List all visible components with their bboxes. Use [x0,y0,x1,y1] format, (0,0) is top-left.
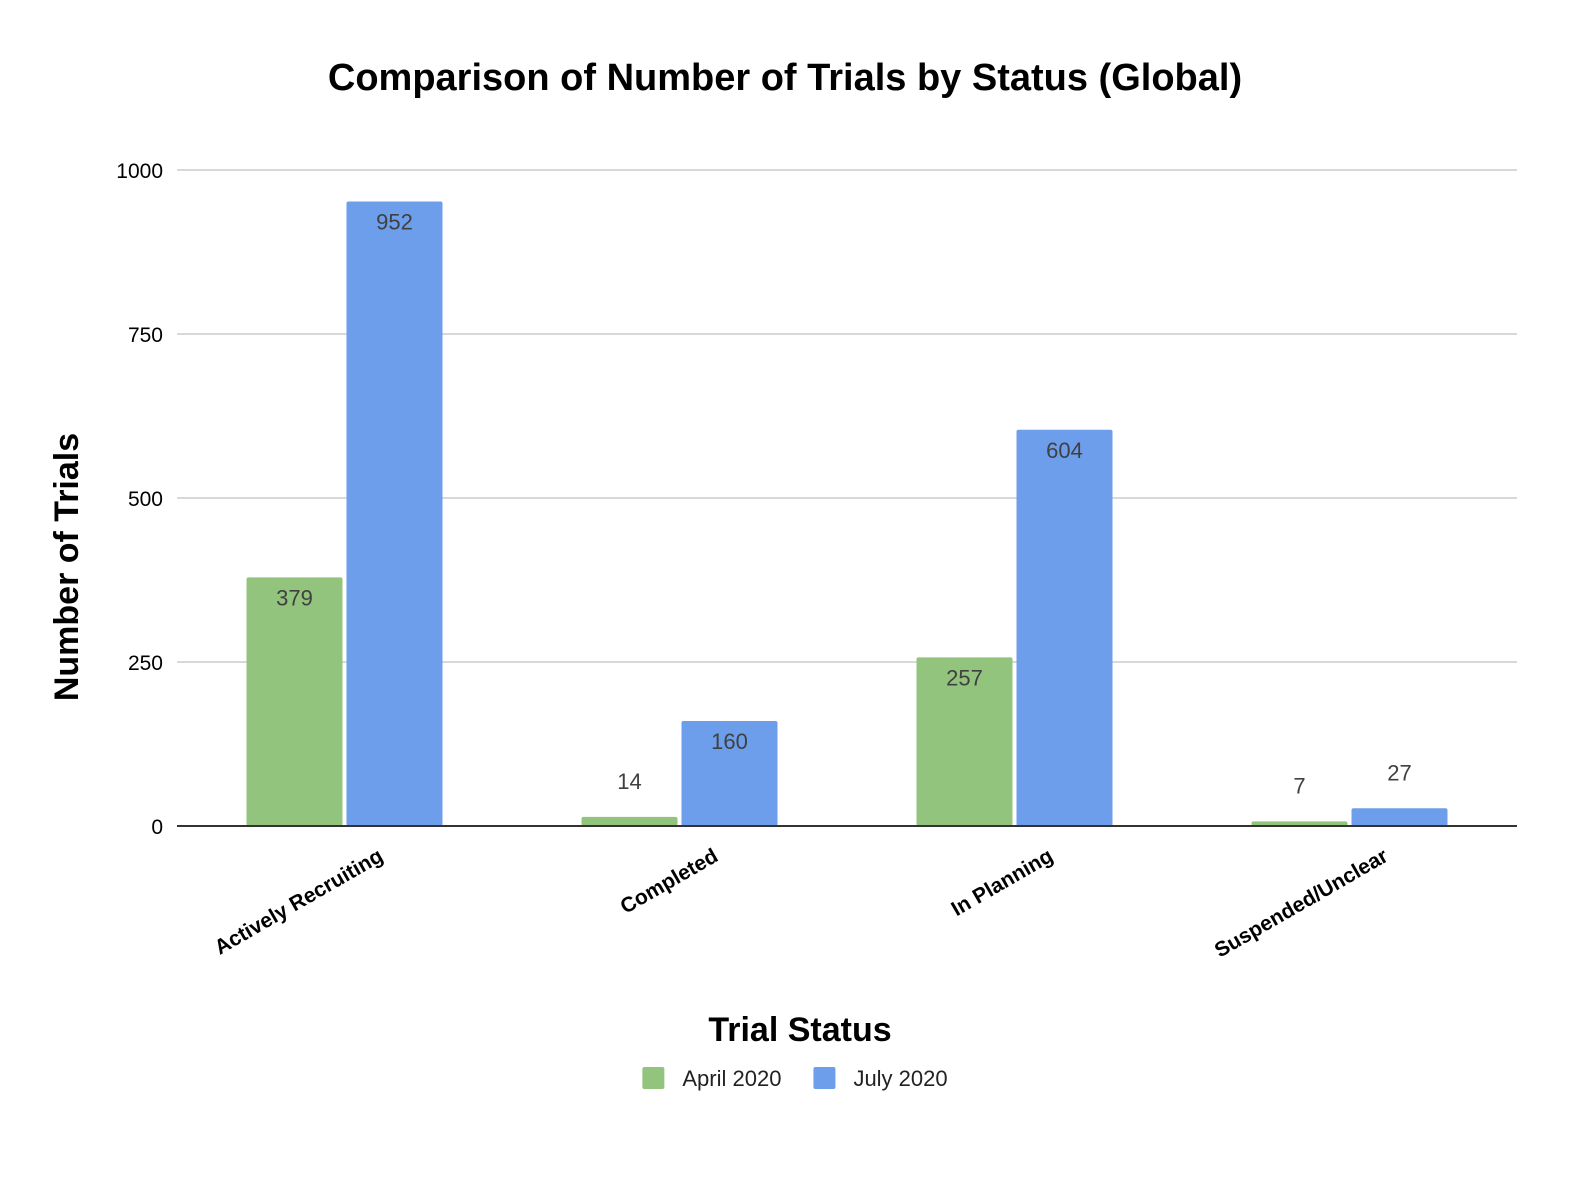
data-label: 27 [1387,760,1411,785]
data-label: 604 [1046,438,1083,463]
chart-title: Comparison of Number of Trials by Status… [328,57,1242,99]
y-tick-label: 250 [128,652,163,675]
x-category-label: Completed [617,844,722,918]
bar-1-0 [581,816,678,826]
bar-0-1 [346,201,443,826]
bar-0-0 [246,577,343,826]
legend-label: April 2020 [682,1066,781,1091]
y-axis-title: Number of Trials [48,433,86,701]
legend-swatch [642,1067,665,1089]
legend-item: April 2020 [642,1066,781,1091]
bar-2-1 [1016,429,1113,826]
legend-label: July 2020 [853,1066,947,1091]
x-category-label: Suspended/Unclear [1211,844,1392,962]
x-axis-title: Trial Status [708,1011,891,1049]
y-tick-label: 750 [128,324,163,347]
data-label: 14 [617,769,641,794]
data-label: 7 [1293,773,1305,798]
bar-3-0 [1251,821,1348,826]
data-label: 952 [376,209,413,234]
bar-1-1 [681,721,778,826]
y-axis-ticks: 0 250 500 750 1000 [116,160,163,839]
bars [246,201,1448,826]
legend-swatch [813,1067,836,1089]
bar-2-0 [916,657,1013,826]
x-category-label: Actively Recruiting [211,844,387,959]
y-tick-label: 500 [128,488,163,511]
legend-item: July 2020 [813,1066,948,1091]
bar-3-1 [1351,808,1448,826]
x-category-label: In Planning [947,844,1057,921]
y-tick-label: 0 [151,816,163,839]
x-axis-categories: Actively Recruiting Completed In Planning S… [211,844,1392,962]
data-label: 379 [276,585,313,610]
legend: April 2020 July 2020 [642,1066,948,1091]
data-labels: 379 952 14 160 257 604 7 27 [276,209,1412,798]
data-label: 257 [946,665,983,690]
data-label: 160 [711,729,748,754]
y-tick-label: 1000 [116,160,163,183]
